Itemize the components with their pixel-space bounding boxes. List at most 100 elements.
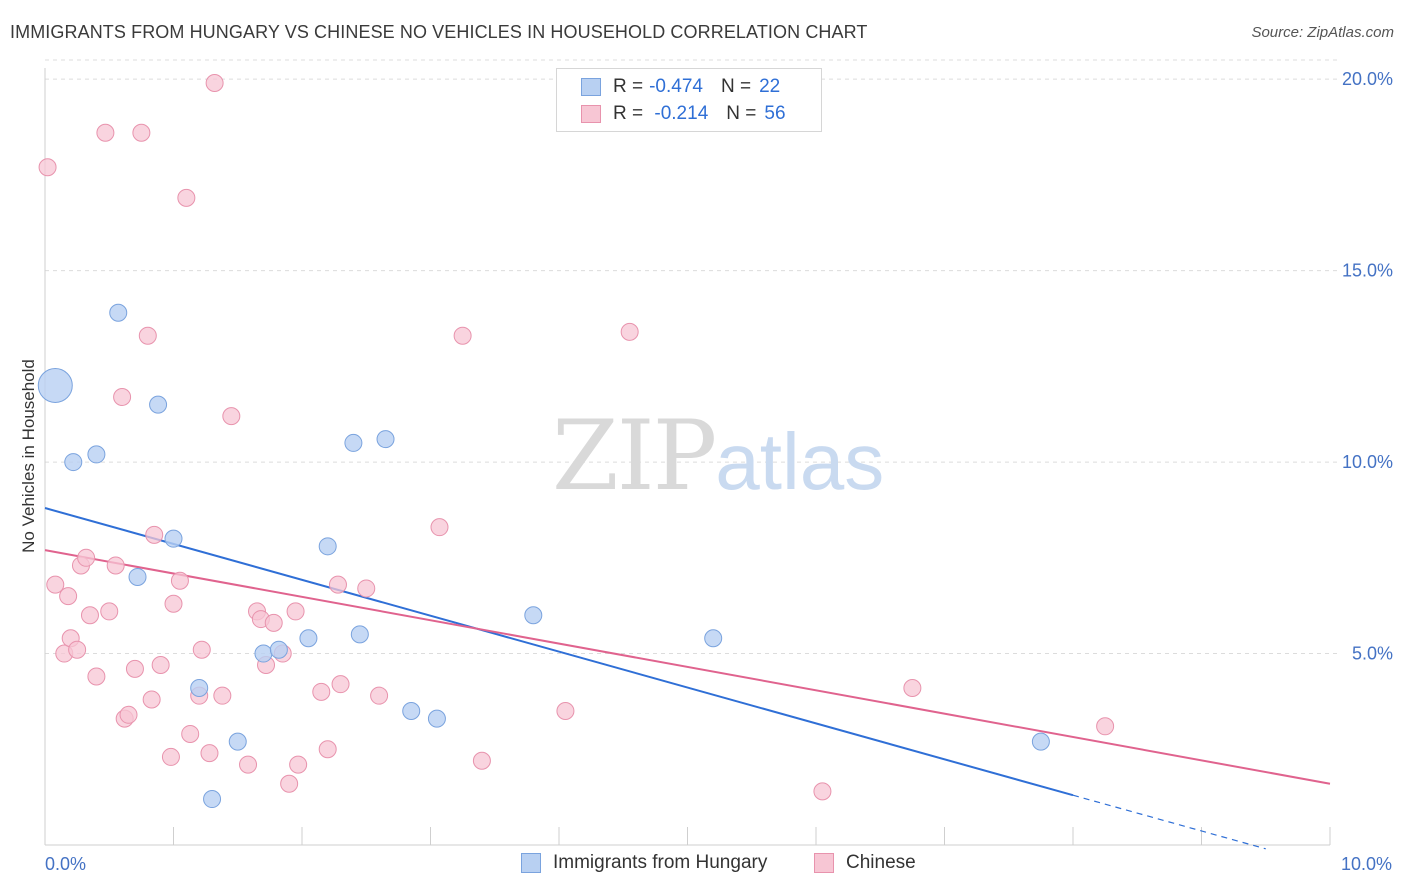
y-tick-label: 10.0% [1342,452,1393,472]
hungary-point [64,453,83,472]
chinese-point [80,606,99,625]
legend-n-label: N = [726,103,757,124]
chinese-point [357,579,376,598]
hungary-point [109,303,128,322]
x-tick-label: 10.0% [1341,854,1392,874]
hungary-point [254,644,273,663]
chinese-point [472,751,491,770]
hungary-point [190,679,209,697]
point-layer [37,73,1115,809]
chinese-swatch [581,105,601,123]
chinese-point [164,594,183,613]
legend-item-chinese[interactable]: Chinese [814,852,916,874]
hungary-point [149,395,168,414]
chinese-point [125,659,144,678]
chinese-point [286,602,305,621]
legend-item-label: Chinese [846,852,916,873]
chinese-point [430,518,449,537]
hungary-point [344,433,363,452]
chinese-point [289,755,308,774]
stats-legend: R = -0.474 N = 22 R = -0.214 N = 56 [556,68,822,132]
chinese-point [119,705,138,724]
chinese-point [170,571,189,590]
chinese-point [59,587,78,606]
chinese-point [151,656,170,675]
y-tick-label: 20.0% [1342,69,1393,89]
hungary-point [228,732,247,751]
chinese-point [87,667,106,686]
chinese-point [100,602,119,621]
chinese-point [142,690,161,709]
hungary-point [318,537,337,556]
hungary-trend-extension [1072,794,1266,850]
chinese-point [181,724,200,743]
hungary-point [704,629,723,648]
chinese-point [106,556,125,575]
hungary-point [524,606,543,625]
chinese-point [132,123,151,142]
chinese-point [453,326,472,345]
chinese-point [113,387,132,406]
chinese-point [328,575,347,594]
chinese-point [200,744,219,763]
y-tick-label: 15.0% [1342,261,1393,281]
legend-r-label: R = [613,103,644,124]
chinese-point [46,575,65,594]
hungary-point [87,445,106,464]
x-tick-label: 0.0% [45,854,86,874]
hungary-point [350,625,369,644]
legend-item-hungary[interactable]: Immigrants from Hungary [521,852,767,874]
chinese-point [161,747,180,766]
chinese-trend-line [44,549,1331,785]
hungary-point [128,567,147,586]
hungary-point [376,430,395,449]
hungary-point [269,640,288,659]
chinese-point [318,740,337,759]
chinese-point [1096,717,1115,736]
y-tick-label: 5.0% [1352,644,1393,664]
series-legend: Immigrants from Hungary Chinese [0,852,1406,878]
legend-item-label: Immigrants from Hungary [553,852,768,873]
chinese-point [222,407,241,426]
hungary-point [164,529,183,548]
hungary-point [37,367,73,403]
chinese-point [177,188,196,207]
chinese-point [239,755,258,774]
chinese-point [312,682,331,701]
chinese-point [192,640,211,659]
chinese-point [620,322,639,341]
hungary-trend-line [44,507,1074,797]
chinese-point [213,686,232,705]
axis-layer: 5.0% 10.0% 15.0% 20.0% 0.0% 10.0% [44,68,1393,874]
hungary-point [203,790,222,809]
legend-n-value: 56 [764,103,786,124]
legend-r-value: -0.474 [649,76,703,97]
legend-row-hungary: R = -0.474 N = 22 [581,74,780,100]
hungary-point [299,629,318,648]
chinese-point [370,686,389,705]
legend-r-value: -0.214 [649,103,709,124]
hungary-point [427,709,446,728]
chinese-point [38,158,57,177]
hungary-point [402,701,421,720]
hungary-point [1031,732,1050,751]
chinese-point [813,782,832,801]
legend-n-value: 22 [759,76,781,97]
chinese-point [903,679,922,697]
grid-layer [45,59,1340,655]
chinese-point [205,73,224,92]
hungary-legend-swatch [521,853,541,873]
hungary-swatch [581,78,601,96]
chinese-legend-swatch [814,853,834,873]
chinese-point [138,326,157,345]
chinese-point [96,123,115,142]
chinese-point [145,525,164,544]
chinese-point [280,774,299,793]
legend-n-label: N = [720,76,752,97]
chinese-point [264,613,283,632]
legend-row-chinese: R = -0.214 N = 56 [581,101,786,127]
chinese-point [77,548,96,567]
trend-layer [44,507,1331,850]
chinese-point [331,675,350,694]
